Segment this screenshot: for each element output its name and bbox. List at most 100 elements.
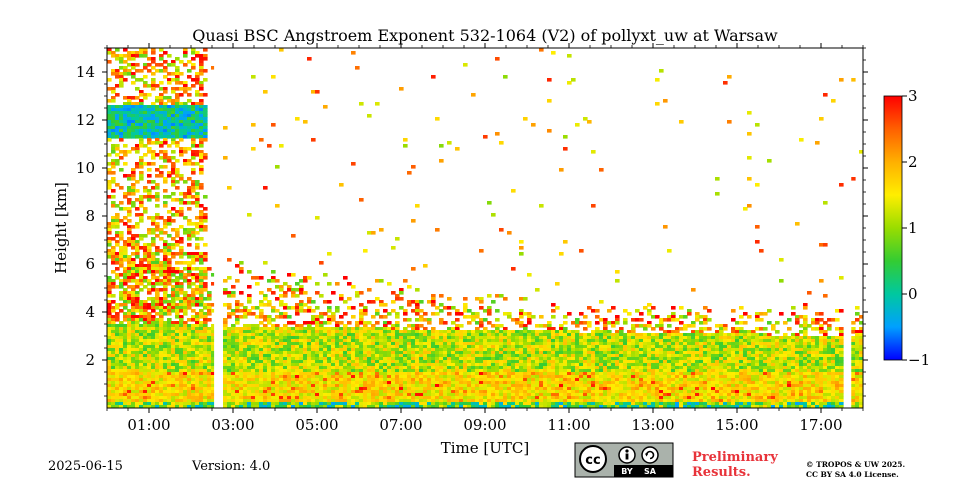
heatmap-cell: [503, 348, 508, 352]
heatmap-cell: [395, 351, 400, 355]
heatmap-cell: [239, 399, 244, 403]
heatmap-cell: [551, 390, 556, 394]
heatmap-cell: [203, 123, 208, 127]
heatmap-cell: [203, 270, 208, 274]
heatmap-cell: [371, 393, 376, 397]
heatmap-cell: [487, 330, 492, 334]
heatmap-cell: [347, 357, 352, 361]
heatmap-cell: [399, 342, 404, 346]
heatmap-cell: [423, 375, 428, 379]
heatmap-cell: [171, 309, 176, 313]
heatmap-cell: [411, 342, 416, 346]
heatmap-cell: [571, 372, 576, 376]
heatmap-cell: [363, 312, 368, 316]
heatmap-cell: [363, 399, 368, 403]
heatmap-cell: [123, 153, 128, 157]
heatmap-cell: [399, 360, 404, 364]
heatmap-cell: [171, 135, 176, 139]
heatmap-cell: [303, 348, 308, 352]
heatmap-cell: [567, 369, 572, 373]
heatmap-cell: [151, 333, 156, 337]
heatmap-cell: [475, 402, 480, 406]
heatmap-cell: [123, 306, 128, 310]
heatmap-cell: [231, 405, 236, 408]
heatmap-cell: [387, 372, 392, 376]
heatmap-cell: [443, 387, 448, 391]
heatmap-cell: [163, 372, 168, 376]
heatmap-cell: [287, 354, 292, 358]
heatmap-cell: [191, 114, 196, 118]
heatmap-cell: [343, 387, 348, 391]
heatmap-cell: [195, 300, 200, 304]
heatmap-cell: [343, 342, 348, 346]
heatmap-cell: [323, 351, 328, 355]
heatmap-cell: [199, 102, 204, 106]
heatmap-cell: [155, 294, 160, 298]
heatmap-cell: [127, 96, 132, 100]
heatmap-cell: [343, 369, 348, 373]
heatmap-cell: [167, 111, 172, 115]
heatmap-cell: [463, 360, 468, 364]
heatmap-cell: [183, 357, 188, 361]
heatmap-cell: [415, 204, 420, 208]
heatmap-cell: [495, 345, 500, 349]
heatmap-cell: [187, 354, 192, 358]
heatmap-cell: [131, 378, 136, 382]
heatmap-cell: [543, 357, 548, 361]
heatmap-cell: [167, 156, 172, 160]
heatmap-cell: [271, 342, 276, 346]
heatmap-cell: [191, 222, 196, 226]
heatmap-cell: [271, 327, 276, 331]
heatmap-cell: [175, 315, 180, 319]
heatmap-cell: [251, 378, 256, 382]
heatmap-cell: [439, 342, 444, 346]
heatmap-cell: [151, 243, 156, 247]
heatmap-cell: [431, 339, 436, 343]
heatmap-cell: [327, 399, 332, 403]
heatmap-cell: [151, 57, 156, 61]
heatmap-cell: [127, 207, 132, 211]
heatmap-cell: [311, 363, 316, 367]
heatmap-cell: [503, 330, 508, 334]
heatmap-cell: [179, 198, 184, 202]
heatmap-cell: [535, 336, 540, 340]
heatmap-cell: [503, 405, 508, 408]
heatmap-cell: [151, 273, 156, 277]
heatmap-cell: [195, 351, 200, 355]
heatmap-cell: [335, 348, 340, 352]
heatmap-cell: [519, 366, 524, 370]
heatmap-cell: [139, 201, 144, 205]
heatmap-cell: [159, 384, 164, 388]
heatmap-cell: [355, 351, 360, 355]
heatmap-cell: [379, 336, 384, 340]
heatmap-cell: [179, 372, 184, 376]
heatmap-cell: [183, 333, 188, 337]
heatmap-cell: [555, 372, 560, 376]
heatmap-cell: [135, 393, 140, 397]
heatmap-cell: [139, 99, 144, 103]
heatmap-cell: [203, 69, 208, 73]
heatmap-cell: [191, 303, 196, 307]
heatmap-cell: [127, 69, 132, 73]
heatmap-cell: [171, 393, 176, 397]
heatmap-cell: [131, 63, 136, 67]
heatmap-cell: [203, 288, 208, 292]
heatmap-cell: [439, 348, 444, 352]
heatmap-cell: [327, 357, 332, 361]
heatmap-cell: [183, 123, 188, 127]
heatmap-cell: [479, 339, 484, 343]
heatmap-cell: [331, 357, 336, 361]
heatmap-cell: [515, 336, 520, 340]
heatmap-cell: [263, 390, 268, 394]
heatmap-cell: [527, 345, 532, 349]
heatmap-cell: [207, 336, 212, 340]
heatmap-cell: [159, 399, 164, 403]
heatmap-cell: [283, 336, 288, 340]
heatmap-cell: [139, 279, 144, 283]
heatmap-cell: [167, 348, 172, 352]
heatmap-cell: [487, 360, 492, 364]
heatmap-cell: [311, 393, 316, 397]
heatmap-cell: [111, 369, 116, 373]
heatmap-cell: [307, 57, 312, 61]
heatmap-cell: [483, 378, 488, 382]
